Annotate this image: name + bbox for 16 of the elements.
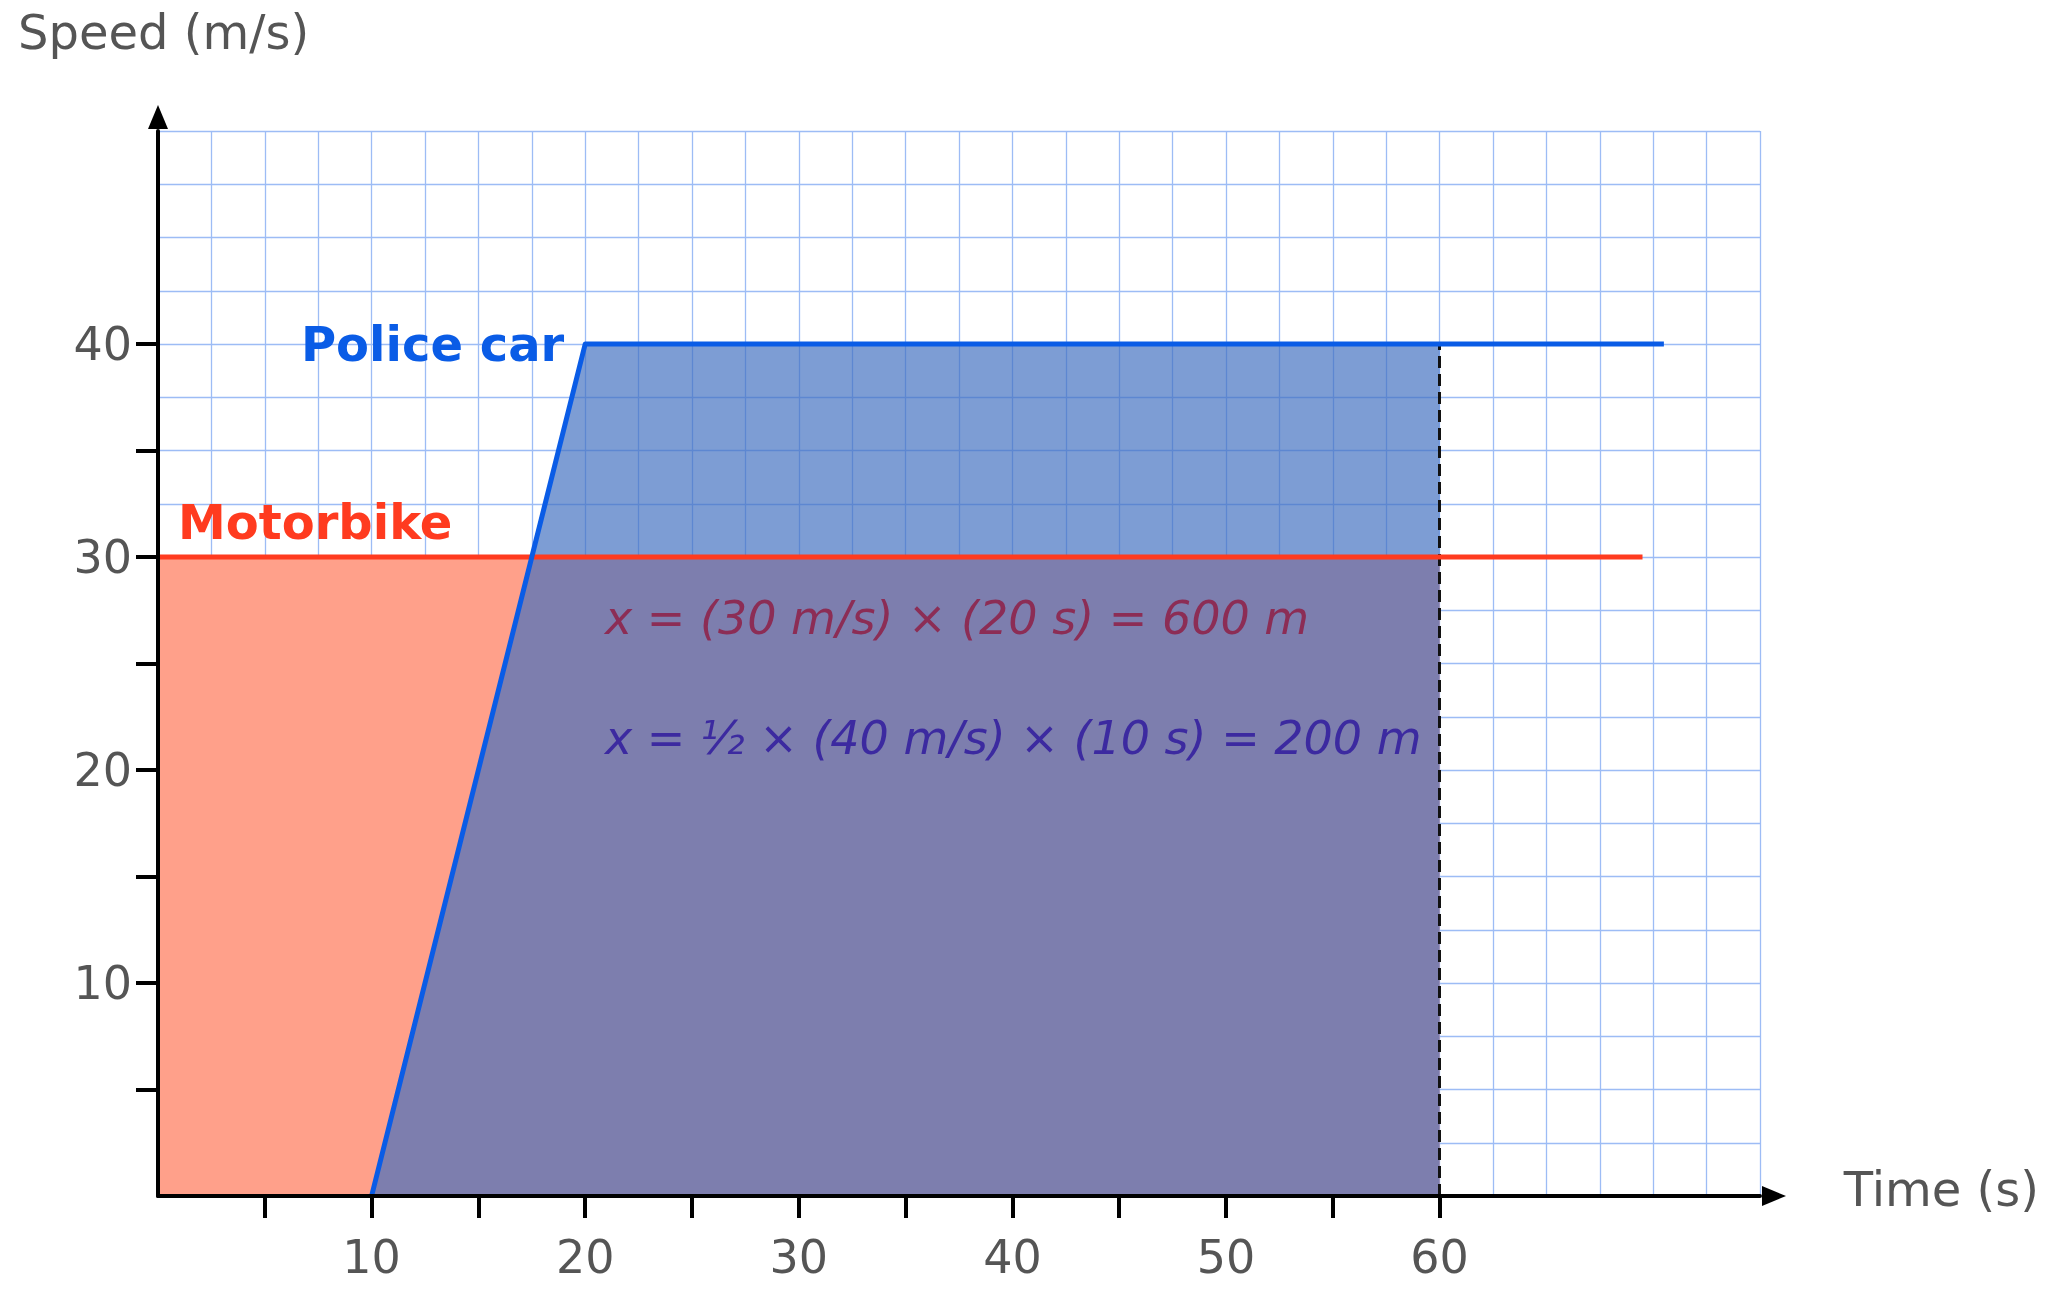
annotation: x = (30 m/s) × (20 s) = 600 m	[603, 591, 1310, 645]
y-tick-label: 30	[73, 530, 132, 584]
series-label: Police car	[300, 316, 565, 372]
y-tick-label: 20	[73, 743, 132, 797]
x-tick-label: 60	[1410, 1230, 1469, 1284]
annotation: x = ½ × (40 m/s) × (10 s) = 200 m	[603, 711, 1422, 765]
x-tick-label: 50	[1196, 1230, 1256, 1284]
x-axis-title: Time (s)	[1842, 1161, 2039, 1217]
x-tick-label: 40	[983, 1230, 1042, 1284]
x-tick-label: 10	[342, 1230, 401, 1284]
series-label: Motorbike	[178, 494, 453, 550]
x-tick-label: 20	[555, 1230, 615, 1284]
x-tick-label: 30	[769, 1230, 829, 1284]
y-axis-title: Speed (m/s)	[18, 4, 310, 60]
y-tick-label: 40	[73, 317, 132, 371]
y-tick-label: 10	[73, 956, 132, 1010]
